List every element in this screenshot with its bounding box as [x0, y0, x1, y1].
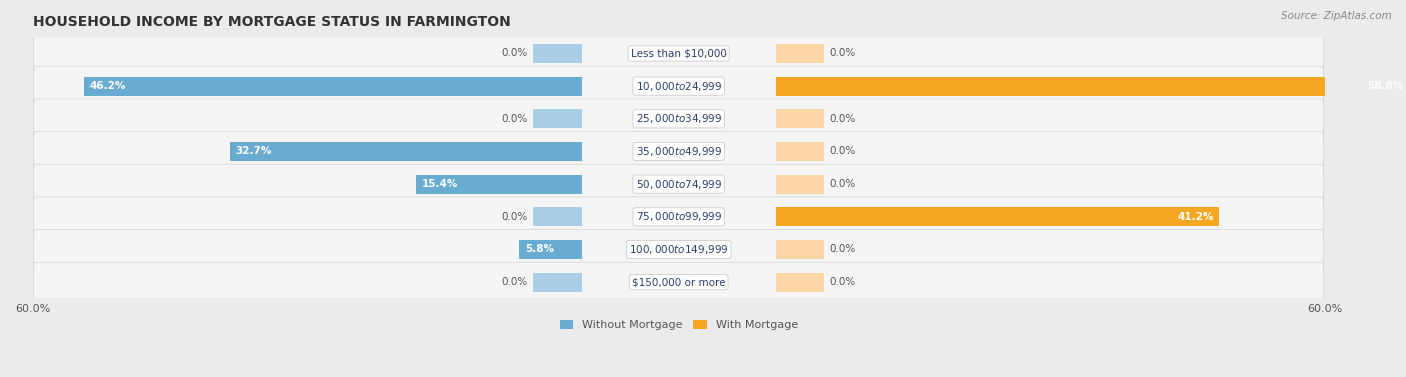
Bar: [776, 207, 1219, 226]
Bar: [776, 44, 824, 63]
Text: $25,000 to $34,999: $25,000 to $34,999: [636, 112, 721, 125]
Bar: [533, 273, 582, 292]
Bar: [84, 77, 582, 96]
Bar: [776, 240, 824, 259]
FancyBboxPatch shape: [34, 34, 1323, 74]
Bar: [776, 175, 824, 194]
Text: 41.2%: 41.2%: [1177, 212, 1213, 222]
FancyBboxPatch shape: [34, 197, 1323, 237]
Bar: [533, 44, 582, 63]
FancyBboxPatch shape: [34, 230, 1323, 270]
FancyBboxPatch shape: [34, 164, 1323, 204]
Bar: [533, 207, 582, 226]
Bar: [776, 109, 824, 128]
Text: 0.0%: 0.0%: [502, 49, 527, 58]
FancyBboxPatch shape: [34, 99, 1323, 139]
Text: 0.0%: 0.0%: [830, 114, 856, 124]
Text: 0.0%: 0.0%: [502, 212, 527, 222]
Text: $35,000 to $49,999: $35,000 to $49,999: [636, 145, 721, 158]
Text: Less than $10,000: Less than $10,000: [631, 49, 727, 58]
Text: $10,000 to $24,999: $10,000 to $24,999: [636, 80, 721, 93]
Text: 32.7%: 32.7%: [235, 146, 271, 156]
Text: 5.8%: 5.8%: [524, 244, 554, 254]
Text: 0.0%: 0.0%: [830, 146, 856, 156]
FancyBboxPatch shape: [34, 66, 1323, 106]
Text: 46.2%: 46.2%: [90, 81, 127, 91]
Text: 0.0%: 0.0%: [830, 244, 856, 254]
Text: $75,000 to $99,999: $75,000 to $99,999: [636, 210, 721, 223]
Bar: [519, 240, 582, 259]
Bar: [776, 273, 824, 292]
Text: $50,000 to $74,999: $50,000 to $74,999: [636, 178, 721, 191]
Text: 0.0%: 0.0%: [830, 277, 856, 287]
Text: 0.0%: 0.0%: [830, 179, 856, 189]
Text: Source: ZipAtlas.com: Source: ZipAtlas.com: [1281, 11, 1392, 21]
Text: HOUSEHOLD INCOME BY MORTGAGE STATUS IN FARMINGTON: HOUSEHOLD INCOME BY MORTGAGE STATUS IN F…: [32, 15, 510, 29]
Bar: [229, 142, 582, 161]
FancyBboxPatch shape: [34, 132, 1323, 172]
Text: 0.0%: 0.0%: [830, 49, 856, 58]
Bar: [776, 77, 1406, 96]
Bar: [533, 109, 582, 128]
Bar: [416, 175, 582, 194]
Text: 15.4%: 15.4%: [422, 179, 458, 189]
FancyBboxPatch shape: [34, 262, 1323, 302]
Bar: [776, 142, 824, 161]
Legend: Without Mortgage, With Mortgage: Without Mortgage, With Mortgage: [555, 316, 803, 335]
Text: 0.0%: 0.0%: [502, 114, 527, 124]
Text: $100,000 to $149,999: $100,000 to $149,999: [628, 243, 728, 256]
Text: 0.0%: 0.0%: [502, 277, 527, 287]
Text: 58.8%: 58.8%: [1367, 81, 1403, 91]
Text: $150,000 or more: $150,000 or more: [631, 277, 725, 287]
